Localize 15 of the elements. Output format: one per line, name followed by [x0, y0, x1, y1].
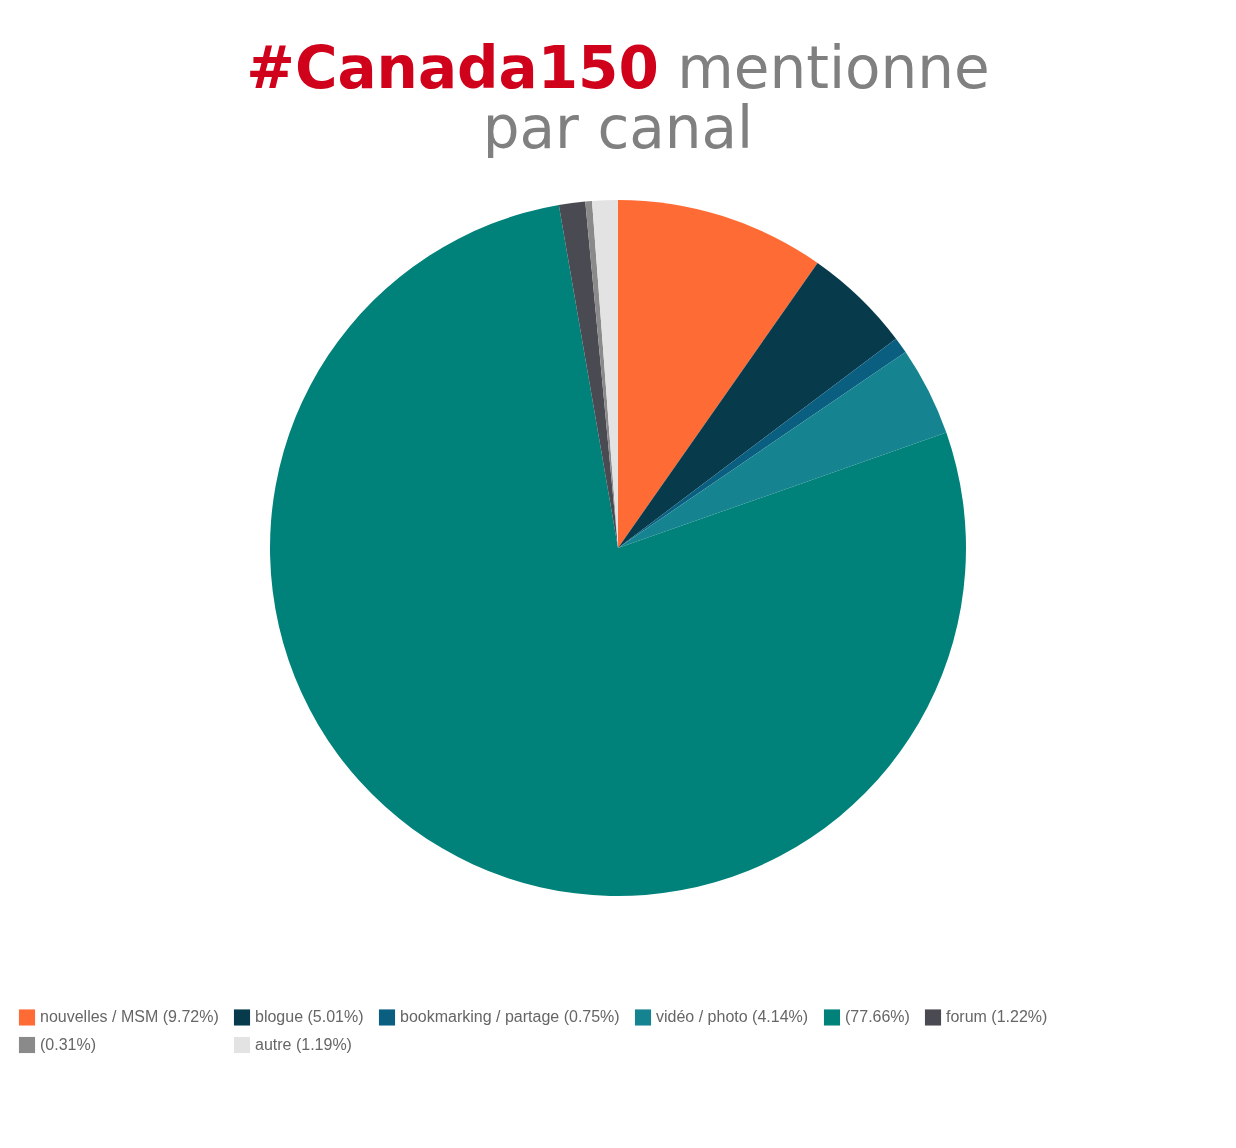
legend-label: autre (1.19%) [255, 1036, 352, 1053]
chart-title: #Canada150 mentionne par canal [245, 34, 991, 162]
pie-slice [618, 200, 818, 548]
pie-slice [618, 262, 897, 548]
pie-slice [618, 352, 947, 548]
legend-label: vidéo / photo (4.14%) [656, 1008, 809, 1026]
legend-label: forum (1.22%) [946, 1008, 1048, 1026]
legend-label: (77.66%) [845, 1008, 910, 1026]
legend-label: bookmarking / partage (0.75%) [400, 1008, 620, 1026]
pie-slice [270, 205, 966, 896]
legend-label: blogue (5.01%) [255, 1008, 364, 1026]
pie-slice [558, 201, 618, 548]
legend-label: (0.31%) [40, 1036, 97, 1053]
pie-slice [618, 338, 906, 548]
legend-label: nouvelles / MSM (9.72%) [40, 1008, 219, 1026]
